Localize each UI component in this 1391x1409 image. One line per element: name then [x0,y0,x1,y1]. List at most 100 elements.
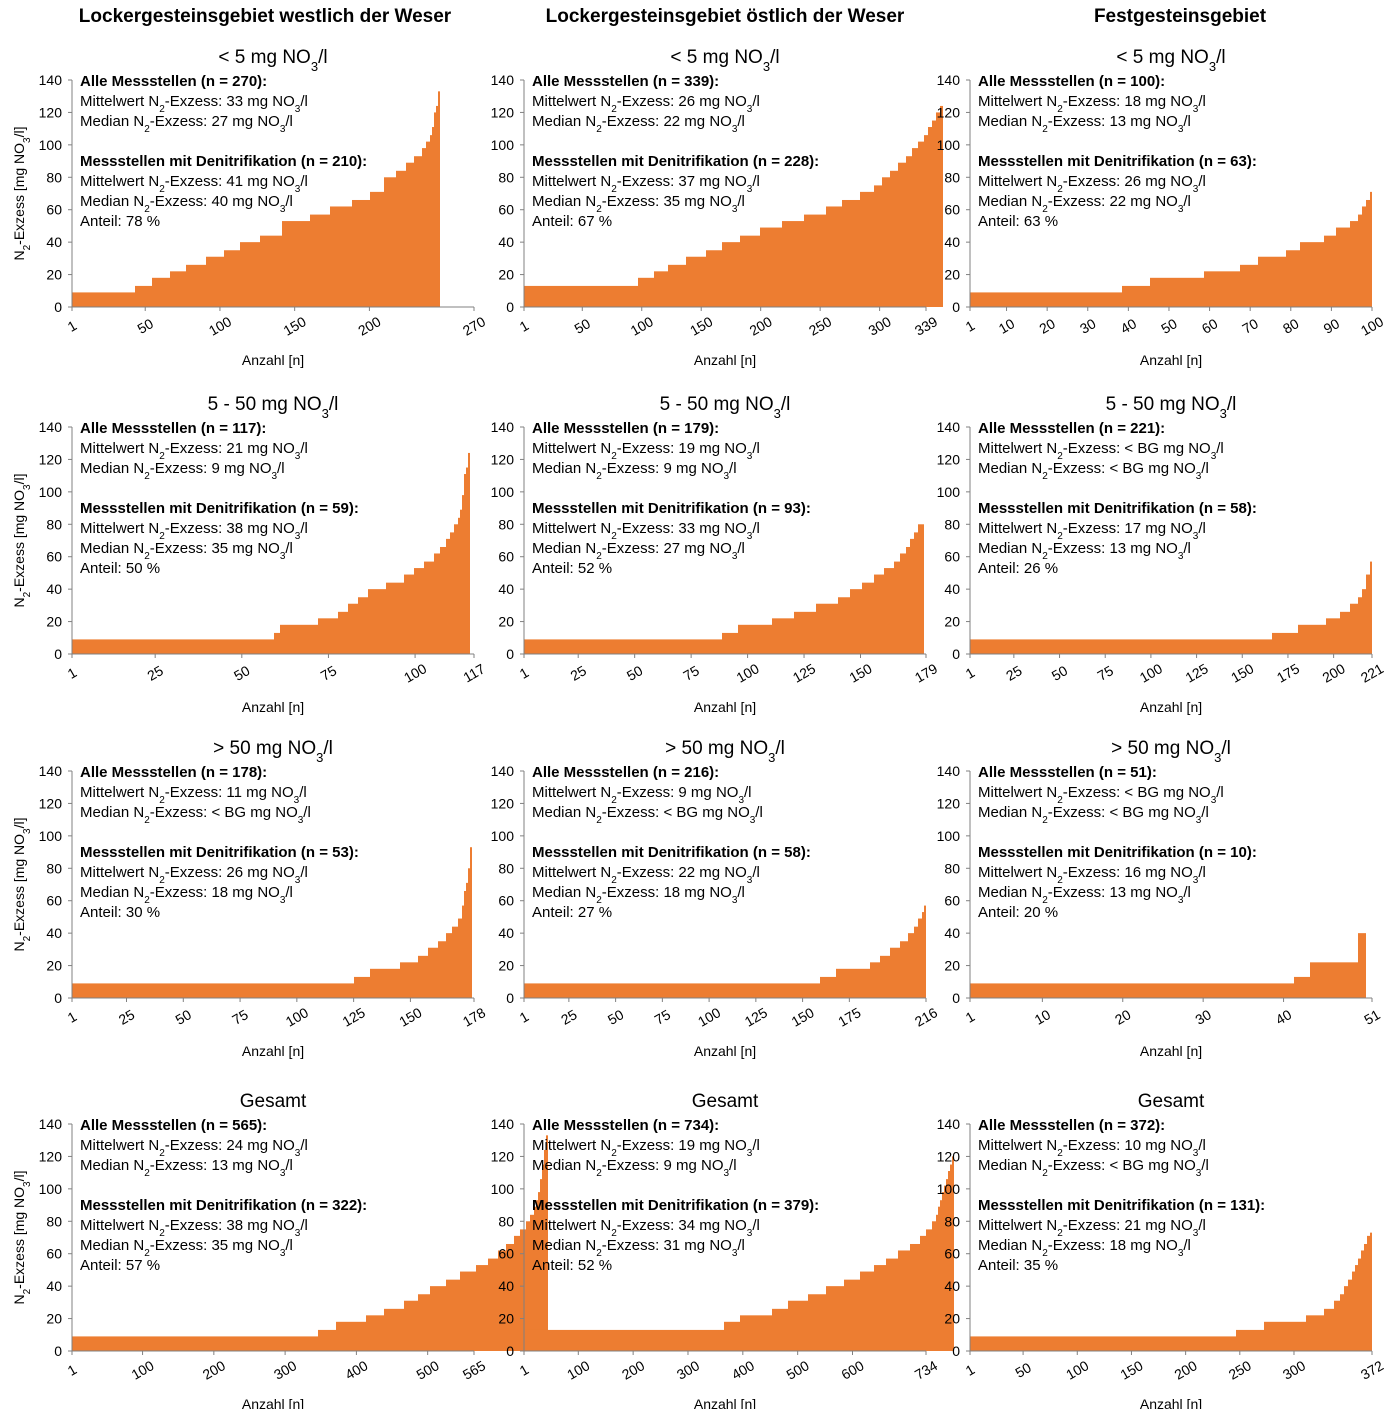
x-tick-label: 1 [65,317,80,335]
stats-line: Median N2-Exzess: 9 mg NO3/l [532,460,737,482]
x-tick-label: 75 [1094,662,1116,684]
stats-line: Mittelwert N2-Exzess: 11 mg NO3/l [80,784,307,806]
data-bar [434,112,436,307]
data-bar [432,127,434,307]
data-bar [476,1265,488,1351]
x-tick-label: 25 [1003,662,1025,684]
stats-line: Median N2-Exzess: 40 mg NO3/l [80,193,293,215]
data-bar [446,1280,460,1351]
stats-line: Anteil: 26 % [978,560,1058,577]
data-bar [370,192,384,307]
x-tick-label: 25 [558,1006,580,1028]
x-tick-label: 200 [355,313,383,339]
y-tick-label: 140 [491,763,515,779]
chart-title: 5 - 50 mg NO3/l [208,394,339,421]
x-tick-label: 125 [1182,660,1210,686]
stats-line: Median N2-Exzess: 35 mg NO3/l [80,540,293,562]
data-bar [468,868,470,998]
x-tick-label: 500 [784,1357,812,1383]
data-bar [436,106,438,307]
data-bar [910,539,914,654]
x-axis-label: Anzahl [n] [1140,1396,1202,1409]
x-tick-label: 50 [1158,315,1180,337]
chart-panel: > 50 mg NO3/l0204060801001201401 10 20 30 40… [937,738,1383,1059]
y-tick-label: 0 [506,1343,514,1359]
x-tick-label: 125 [790,660,818,686]
x-tick-label: 60 [1199,315,1221,337]
data-bar [282,221,310,307]
x-tick-label: 125 [340,1004,368,1030]
x-tick-label: 250 [806,313,834,339]
y-tick-label: 20 [46,614,62,630]
data-bar [1350,604,1358,654]
y-tick-label: 80 [944,516,960,532]
y-tick-label: 140 [937,763,961,779]
stats-line: Median N2-Exzess: < BG mg NO3/l [532,804,763,826]
data-bar [1336,228,1350,307]
x-tick-label: 10 [996,315,1018,337]
y-tick-label: 20 [944,614,960,630]
x-tick-label: 70 [1239,315,1261,337]
y-tick-label: 120 [39,1148,63,1164]
x-axis-label: Anzahl [n] [242,352,304,368]
data-bar [72,983,354,998]
y-tick-label: 0 [506,990,514,1006]
stats-line: Mittelwert N2-Exzess: 38 mg NO3/l [80,1217,308,1239]
data-bar [386,583,404,654]
y-tick-label: 40 [46,1278,62,1294]
x-tick-label: 150 [1117,1357,1145,1383]
data-bar [450,532,454,654]
data-bar [524,286,638,307]
data-bar [1324,236,1336,307]
stats-line: Mittelwert N2-Exzess: 24 mg NO3/l [80,1137,308,1159]
y-tick-label: 80 [498,169,514,185]
data-bar [224,250,240,307]
y-tick-label: 120 [491,104,515,120]
y-tick-label: 60 [498,549,514,565]
y-tick-label: 140 [491,72,515,88]
data-bar [772,618,794,654]
x-tick-label: 100 [733,660,761,686]
stats-line: Median N2-Exzess: 18 mg NO3/l [532,884,745,906]
y-tick-label: 100 [39,1181,63,1197]
y-tick-label: 60 [498,1246,514,1262]
chart-title: < 5 mg NO3/l [670,47,779,74]
y-tick-label: 140 [491,419,515,435]
x-tick-label: 1 [517,664,532,682]
data-bar [842,200,860,307]
data-bar [368,589,386,654]
x-axis-label: Anzahl [n] [1140,1043,1202,1059]
y-tick-label: 120 [491,451,515,467]
y-tick-label: 60 [46,893,62,909]
stats-line: Mittelwert N2-Exzess: 16 mg NO3/l [978,864,1206,886]
data-bar [358,597,368,654]
x-tick-label: 150 [1228,660,1256,686]
data-bar [260,236,282,307]
y-tick-label: 40 [944,925,960,941]
data-bar [668,265,686,307]
data-bar [186,265,206,307]
data-bar [724,1322,740,1351]
data-bar [424,562,434,654]
x-tick-label: 250 [1226,1357,1254,1383]
stats-header: Messstellen mit Denitrifikation (n = 53)… [80,844,359,861]
stats-line: Median N2-Exzess: 22 mg NO3/l [532,113,745,135]
x-tick-label: 30 [1192,1006,1214,1028]
data-bar [816,604,838,654]
x-tick-label: 221 [1358,660,1386,686]
data-bar [804,215,826,307]
x-tick-label: 1 [65,1008,80,1026]
x-tick-label: 300 [1280,1357,1308,1383]
y-tick-label: 120 [937,1148,961,1164]
y-tick-label: 0 [54,646,62,662]
y-tick-label: 120 [937,451,961,467]
data-bar [1355,1265,1358,1351]
data-bar [932,121,936,307]
data-bar [890,171,898,307]
data-bar [1370,562,1372,654]
data-bar [638,278,654,307]
stats-header: Alle Messstellen (n = 372): [978,1117,1165,1134]
y-tick-label: 20 [498,614,514,630]
data-bar [460,1272,476,1351]
data-bar [338,612,348,654]
